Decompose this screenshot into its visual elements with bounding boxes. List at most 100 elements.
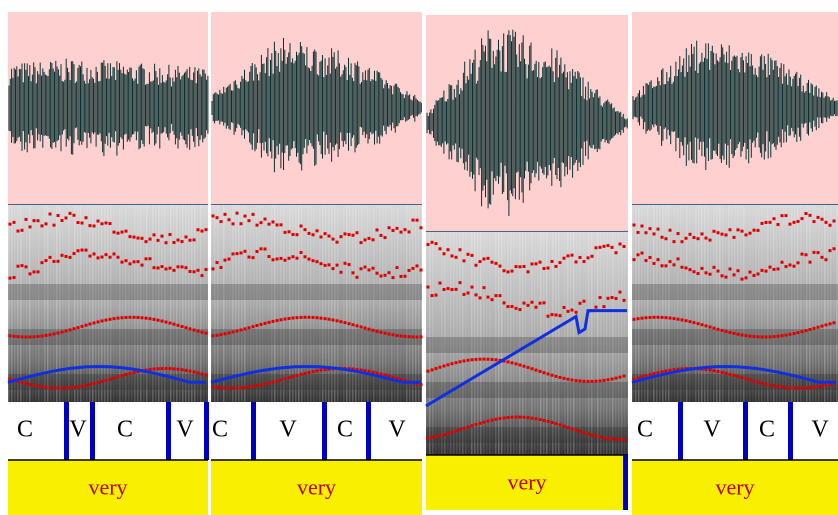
formant-point — [542, 266, 546, 270]
formant-point — [299, 315, 303, 319]
formant-point — [196, 268, 200, 272]
segment-boundary — [64, 402, 69, 460]
formant-point — [486, 295, 490, 299]
formant-point — [116, 255, 120, 259]
segment-boundary — [788, 402, 793, 460]
formant-point — [550, 373, 554, 377]
formant-point — [648, 373, 652, 377]
segment-label: C — [337, 417, 353, 443]
formant-point — [704, 236, 708, 240]
formant-point — [558, 314, 562, 318]
spectrogram-stripe — [358, 205, 360, 402]
formant-point — [20, 228, 24, 232]
formant-point — [776, 223, 780, 227]
spectrogram-stripe — [128, 205, 130, 402]
formant-point — [76, 385, 80, 389]
formant-point — [116, 231, 120, 235]
formant-point — [319, 262, 323, 266]
formant-point — [339, 235, 343, 239]
spectrogram-stripe — [265, 205, 267, 402]
segment-label: C — [637, 417, 653, 443]
spectrogram-stripe — [295, 205, 297, 402]
formant-point — [526, 365, 530, 369]
formant-point — [672, 263, 676, 267]
formant-point — [255, 223, 259, 227]
formant-point — [816, 215, 820, 219]
formant-point — [546, 419, 550, 423]
spectrogram-stripe — [507, 232, 509, 455]
formant-point — [602, 244, 606, 248]
formant-point — [104, 318, 108, 322]
formant-point — [438, 365, 442, 369]
formant-point — [152, 367, 156, 371]
spectrogram-stripe — [137, 205, 139, 402]
spectrogram-band — [426, 427, 628, 443]
spectrogram-stripe — [161, 205, 163, 402]
spectrogram-stripe — [340, 205, 342, 402]
spectrogram-stripe — [200, 205, 202, 402]
formant-point — [570, 253, 574, 257]
spectrogram-stripe — [29, 205, 31, 402]
formant-point — [271, 319, 275, 323]
formant-point — [490, 298, 494, 302]
formant-point — [772, 384, 776, 388]
formant-point — [724, 371, 728, 375]
spectrogram-stripe — [486, 232, 488, 455]
formant-point — [430, 368, 434, 372]
formant-point — [200, 330, 204, 334]
formant-point — [622, 374, 626, 378]
formant-point — [430, 240, 434, 244]
formant-point — [542, 371, 546, 375]
formant-point — [219, 220, 223, 224]
formant-point — [582, 431, 586, 435]
formant-point — [518, 363, 522, 367]
formant-point — [204, 267, 208, 271]
formant-point — [231, 222, 235, 226]
word-label: very — [297, 475, 336, 500]
formant-point — [656, 227, 660, 231]
formant-point — [606, 436, 610, 440]
spectrogram-stripe — [501, 232, 503, 455]
formant-point — [482, 357, 486, 361]
spectrogram-stripe — [95, 205, 97, 402]
formant-point — [215, 385, 219, 389]
formant-point — [351, 271, 355, 275]
formant-point — [824, 383, 828, 387]
spectrogram-stripe — [794, 205, 796, 402]
spectrogram-stripe — [788, 205, 790, 402]
spectrogram-stripe — [453, 232, 455, 455]
formant-point — [652, 372, 656, 376]
formant-point — [84, 248, 88, 252]
formant-point — [622, 298, 626, 302]
spectrogram-stripe — [256, 205, 258, 402]
formant-point — [478, 357, 482, 361]
spectrogram-stripe — [659, 205, 661, 402]
formant-point — [104, 378, 108, 382]
formant-point — [172, 268, 176, 272]
formant-point — [538, 301, 542, 305]
formant-point — [16, 379, 20, 383]
formant-point — [780, 214, 784, 218]
spectrogram-stripe — [107, 205, 109, 402]
formant-point — [672, 368, 676, 372]
formant-point — [168, 367, 172, 371]
formant-point — [136, 315, 140, 319]
spectrogram-stripe — [319, 205, 321, 402]
formant-point — [574, 310, 578, 314]
formant-point — [148, 237, 152, 241]
formant-point — [136, 370, 140, 374]
formant-point — [84, 323, 88, 327]
formant-point — [379, 274, 383, 278]
formant-point — [223, 258, 227, 262]
formant-point — [720, 370, 724, 374]
formant-point — [550, 259, 554, 263]
spectrogram-stripe — [23, 205, 25, 402]
spectrogram-stripe — [140, 205, 142, 402]
formant-point — [792, 386, 796, 390]
formant-point — [660, 235, 664, 239]
segment-label: V — [279, 417, 297, 443]
formant-point — [231, 252, 235, 256]
formant-point — [610, 437, 614, 441]
spectrogram-stripe — [519, 232, 521, 455]
formant-point — [12, 220, 16, 224]
